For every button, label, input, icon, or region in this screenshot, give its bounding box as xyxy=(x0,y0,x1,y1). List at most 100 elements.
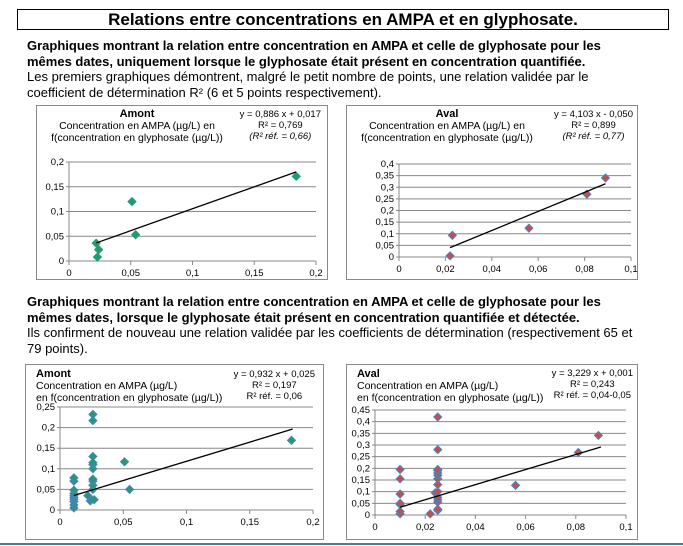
x-tick-label: 0,1 xyxy=(619,522,632,533)
data-point xyxy=(510,480,521,491)
chart-amont-detected-title-block: Amont Concentration en AMPA (µg/L) en f(… xyxy=(36,368,222,404)
data-point xyxy=(395,474,405,484)
y-tick-label: 0 xyxy=(365,510,370,521)
x-tick-label: 0 xyxy=(396,264,401,275)
y-tick-label: 0,35 xyxy=(352,428,371,439)
data-point xyxy=(69,485,79,495)
y-tick-label: 0,1 xyxy=(357,487,370,498)
x-tick-label: 0,04 xyxy=(483,264,502,275)
x-tick-label: 0,02 xyxy=(436,264,455,275)
x-tick-label: 0,02 xyxy=(416,522,435,533)
chart-amont-detected-svg: 0 0,05 0,1 0,15 0,2 0,25 0 0,05 0,1 0,15 0,2 xyxy=(37,402,320,528)
chart-subtitle-line-2: f(concentration en glyphosate (µg/L)) xyxy=(361,132,533,144)
data-point xyxy=(119,457,130,467)
y-tick-label: 0,25 xyxy=(352,452,371,463)
data-point xyxy=(433,464,443,475)
data-point xyxy=(89,494,99,505)
x-tick-label: 0,06 xyxy=(516,522,535,533)
page-title: Relations entre concentrations en AMPA e… xyxy=(17,9,669,30)
r2-value: R² = 0,243 xyxy=(570,379,615,390)
data-point xyxy=(93,244,104,255)
section-1-text-line-1: Les premiers graphiques démontrent, malg… xyxy=(27,69,589,84)
y-tick-label: 0,1 xyxy=(42,464,55,475)
y-tick-label: 0,15 xyxy=(37,443,56,454)
chart-equation-block: y = 4,103 x - 0,050 R² = 0,899 (R² réf. … xyxy=(554,109,633,142)
x-tick-label: 0,2 xyxy=(306,517,319,528)
trendline-equation: y = 3,229 x + 0,001 xyxy=(551,368,633,379)
y-tick-label: 0 xyxy=(59,256,64,267)
y-tick-label: 0,15 xyxy=(376,217,395,228)
data-point xyxy=(69,473,79,483)
data-point xyxy=(524,223,534,233)
trendline xyxy=(95,171,297,244)
section-1-heading-line-1: Graphiques montrant la relation entre co… xyxy=(27,38,601,53)
x-tick-label: 0 xyxy=(372,522,377,533)
data-point xyxy=(593,430,604,441)
section-2-text: Graphiques montrant la relation entre co… xyxy=(27,294,667,356)
chart-aval-detected-title-block: Aval Concentration en AMPA (µg/L) en f(c… xyxy=(357,368,543,404)
trendline xyxy=(73,428,293,497)
y-tick-label: 0 xyxy=(50,505,55,516)
r2-reference: (R² réf. = 0,77) xyxy=(562,131,625,142)
section-1-text-line-2: coefficient de détermination R² (6 et 5 … xyxy=(27,84,382,100)
y-tick-label: 0,45 xyxy=(352,405,371,416)
data-point xyxy=(127,196,137,207)
y-tick-label: 0 xyxy=(389,252,394,263)
data-point xyxy=(425,509,435,519)
data-point xyxy=(88,457,98,468)
x-tick-label: 0,08 xyxy=(575,264,594,275)
data-point xyxy=(395,489,405,499)
data-point xyxy=(395,498,405,509)
data-point xyxy=(88,409,98,420)
y-tick-label: 0,4 xyxy=(381,159,394,170)
y-tick-label: 0,1 xyxy=(381,229,394,240)
r2-value: R² = 0,197 xyxy=(252,380,297,391)
data-point xyxy=(92,252,103,262)
trendline-equation: y = 0,886 x + 0,017 xyxy=(239,109,321,120)
trendline-equation: y = 4,103 x - 0,050 xyxy=(554,109,633,120)
y-tick-label: 0,05 xyxy=(37,484,56,495)
chart-title: Amont xyxy=(36,368,71,380)
y-tick-label: 0,2 xyxy=(51,157,64,168)
data-point xyxy=(447,230,458,241)
data-point xyxy=(445,251,455,261)
chart-subtitle-line-2: en f(concentration en glyphosate (µg/L)) xyxy=(357,392,544,404)
trendline xyxy=(399,446,602,508)
chart-equation-block: y = 0,932 x + 0,025 R² = 0,197 R² réf. =… xyxy=(234,369,315,402)
y-tick-label: 0,25 xyxy=(376,194,395,205)
chart-subtitle-line-1: Concentration en AMPA (µg/L) xyxy=(357,380,499,392)
x-tick-label: 0,15 xyxy=(241,517,260,528)
chart-title: Aval xyxy=(435,108,459,120)
section-2-text-line-2: 79 points). xyxy=(27,340,88,356)
y-tick-label: 0,2 xyxy=(381,206,394,217)
x-tick-label: 0,15 xyxy=(245,268,264,279)
chart-aval-detected: 0 0,05 0,1 0,15 0,2 0,25 0,3 0,35 0,4 0,45 0 0,02 0,… xyxy=(346,364,638,540)
x-tick-label: 0 xyxy=(57,517,62,528)
chart-title: Aval xyxy=(357,368,380,380)
data-point xyxy=(286,435,297,446)
trendline-equation: y = 0,932 x + 0,025 xyxy=(233,369,315,380)
chart-amont-quantified: 0 0,05 0,1 0,15 0,2 0 0,05 0,1 0,15 0,2 Amont Con… xyxy=(36,105,328,280)
y-tick-label: 0,2 xyxy=(42,423,55,434)
chart-equation-block: y = 3,229 x + 0,001 R² = 0,243 R² réf. =… xyxy=(552,368,633,401)
chart-subtitle-line-1: Concentration en AMPA (µg/L) xyxy=(36,380,178,392)
r2-value: R² = 0,899 xyxy=(571,120,616,131)
data-point xyxy=(395,506,405,517)
x-tick-label: 0 xyxy=(66,268,71,279)
x-tick-label: 0,05 xyxy=(122,268,141,279)
y-tick-label: 0,05 xyxy=(352,498,371,509)
data-point xyxy=(600,173,611,183)
y-tick-label: 0,15 xyxy=(46,182,65,193)
chart-subtitle-line-1: Concentration en AMPA (µg/L) en xyxy=(59,120,215,132)
x-tick-label: 0,04 xyxy=(466,522,485,533)
bottom-rule xyxy=(0,543,683,545)
y-tick-label: 0,05 xyxy=(376,240,395,251)
y-tick-label: 0,3 xyxy=(357,440,370,451)
x-tick-label: 0,1 xyxy=(186,268,199,279)
chart-aval-quantified-title-block: Aval Concentration en AMPA (µg/L) en f(c… xyxy=(347,108,547,144)
y-tick-label: 0,35 xyxy=(376,171,395,182)
section-1-heading-line-2: mêmes dates, uniquement lorsque le glyph… xyxy=(27,53,586,69)
trendline xyxy=(449,183,606,249)
chart-aval-detected-svg: 00,050,10,150,20,250,30,350,40,450 0,02 0,… xyxy=(352,405,633,533)
data-point xyxy=(433,412,443,422)
